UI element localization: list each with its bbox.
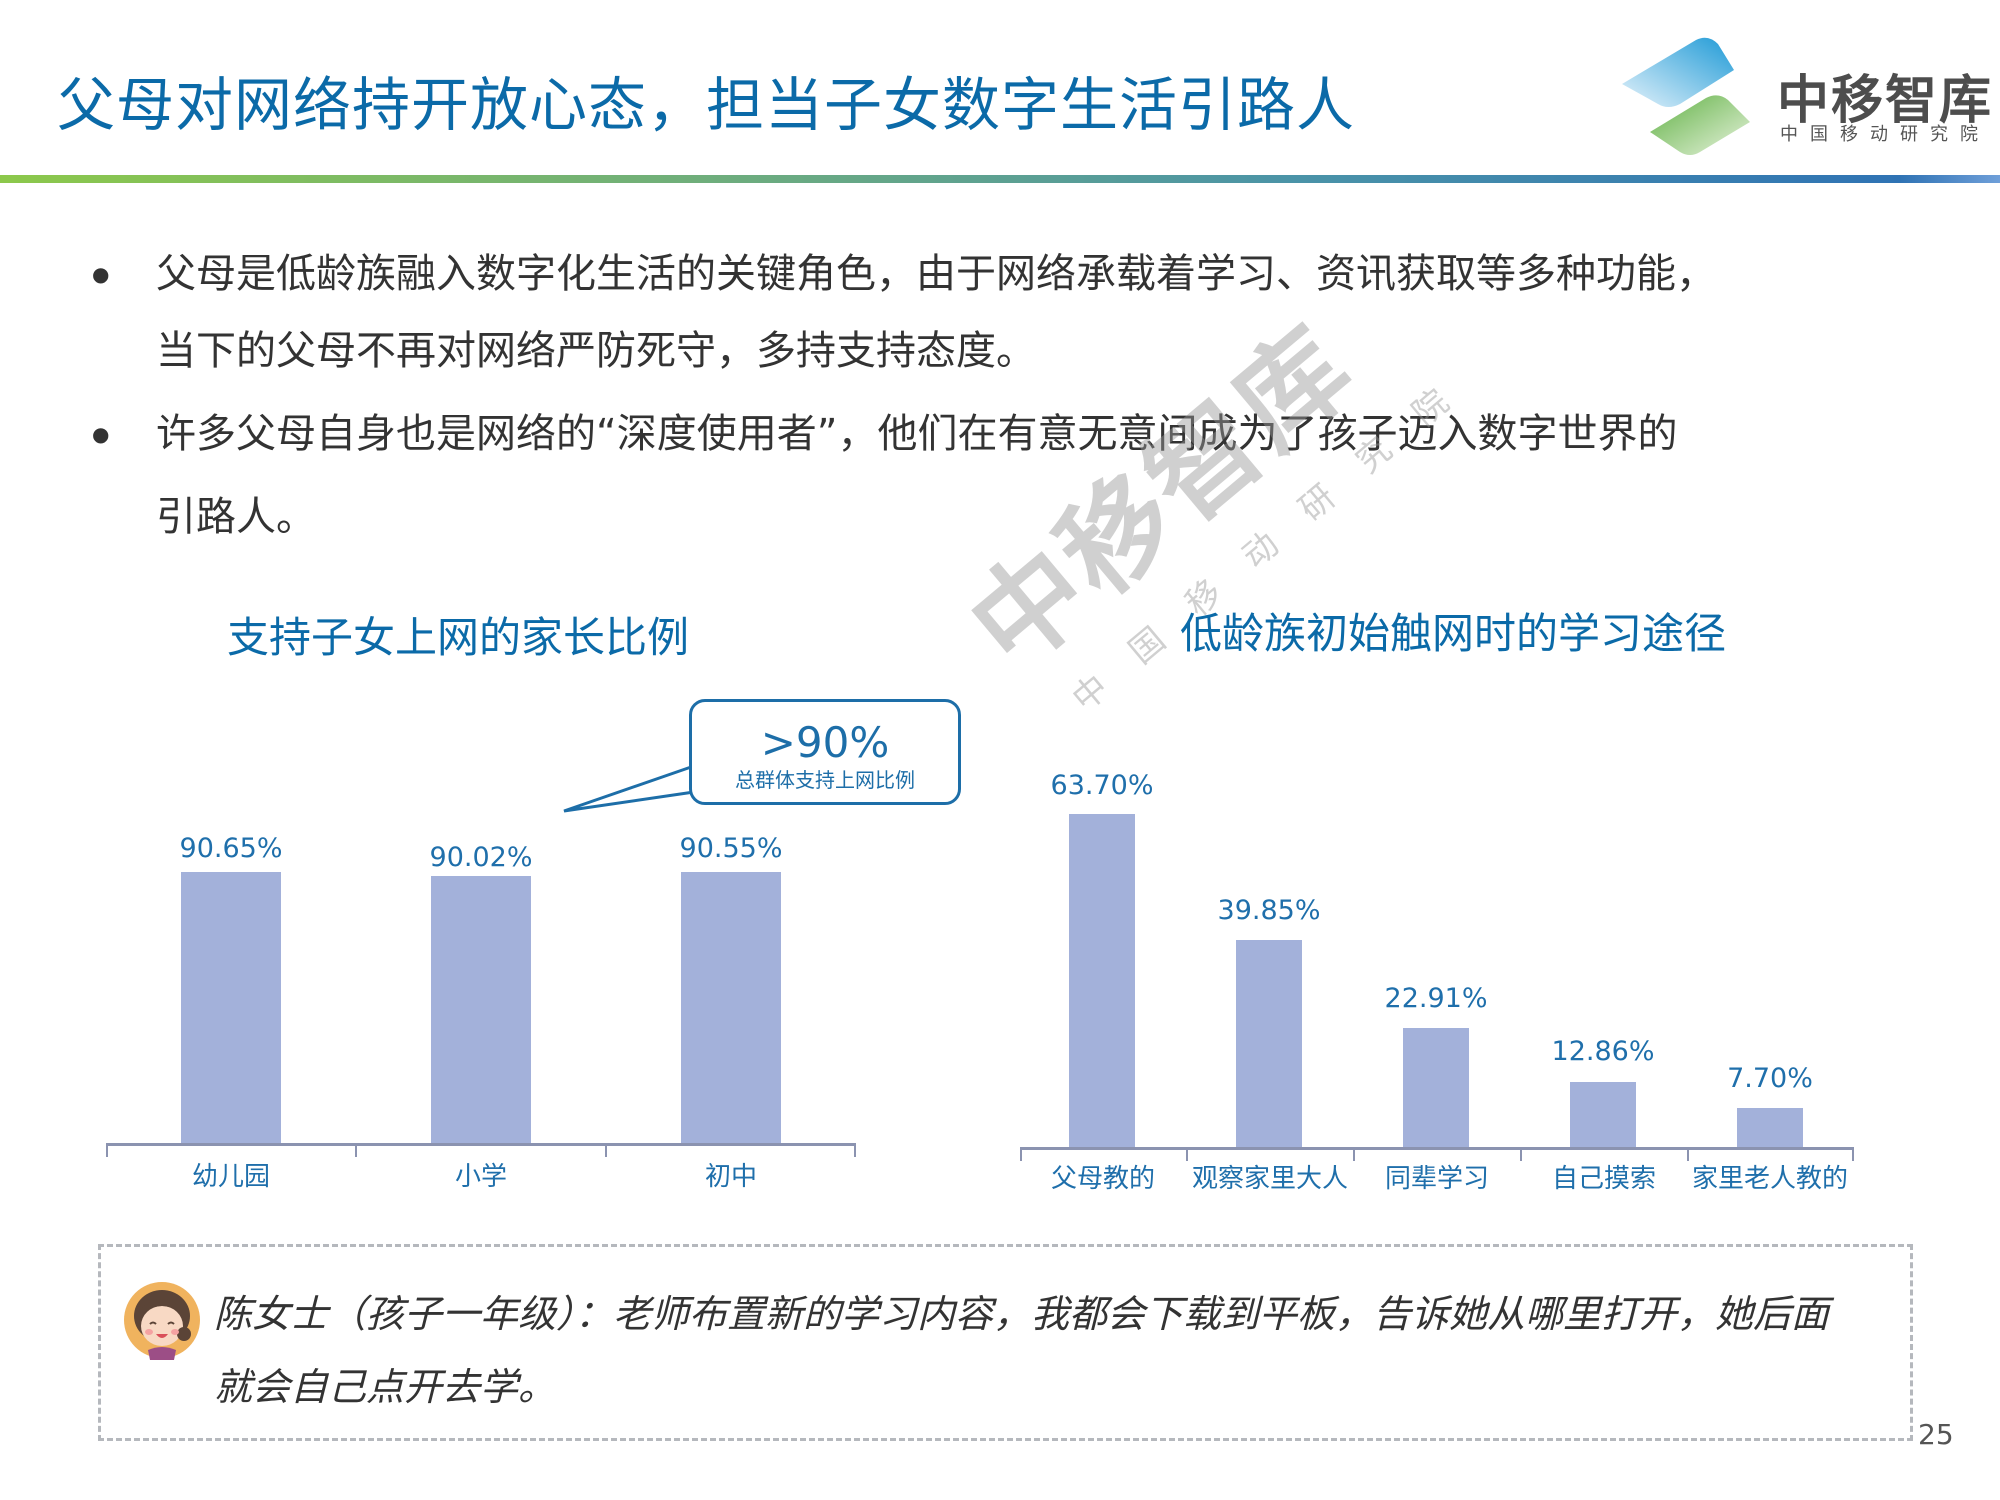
- axis-tick: [854, 1143, 856, 1157]
- chart-2-category-label: 观察家里大人: [1191, 1164, 1349, 1194]
- axis-tick: [1520, 1147, 1522, 1161]
- quote-line-2: 就会自己点开去学。: [214, 1365, 557, 1409]
- chart-1-bar-middle: [681, 872, 781, 1143]
- callout-value: >90%: [760, 718, 890, 767]
- bullet-2-line-2: 引路人。: [156, 494, 316, 540]
- chart-2-bar-self-explore: [1570, 1082, 1636, 1147]
- chart-1-category-label: 初中: [704, 1162, 758, 1192]
- chart-1-value-label: 90.65%: [179, 833, 283, 864]
- axis-tick: [355, 1143, 357, 1157]
- chart-2-x-axis: [1020, 1147, 1854, 1150]
- axis-tick: [1186, 1147, 1188, 1161]
- logo-name: 中移智库: [1777, 71, 1994, 131]
- chart-2-bar-observe-adults: [1236, 940, 1302, 1147]
- chart-2-value-label: 7.70%: [1727, 1063, 1813, 1094]
- chart-2-category-label: 自己摸索: [1551, 1164, 1657, 1194]
- chart-1-x-axis: [106, 1143, 856, 1146]
- chart-2-bar-parents: [1069, 814, 1135, 1147]
- chart-2-value-label: 63.70%: [1050, 770, 1154, 801]
- chart-2-category-label: 同辈学习: [1384, 1164, 1490, 1194]
- avatar-icon: [124, 1282, 200, 1360]
- quote-line-1: 陈女士（孩子一年级）：老师布置新的学习内容，我都会下载到平板，告诉她从哪里打开，…: [214, 1292, 1830, 1336]
- axis-tick: [1687, 1147, 1689, 1161]
- logo-subtitle: 中国移动研究院: [1780, 124, 1990, 145]
- bullet-dot-icon: ●: [92, 422, 110, 446]
- callout-caption: 总群体支持上网比例: [735, 768, 915, 792]
- page-title: 父母对网络持开放心态，担当子女数字生活引路人: [57, 71, 1356, 139]
- callout-box: >90% 总群体支持上网比例: [689, 699, 961, 805]
- axis-tick: [1852, 1147, 1854, 1161]
- chart-2-category-label: 家里老人教的: [1691, 1164, 1849, 1194]
- axis-tick: [1020, 1147, 1022, 1161]
- watermark: 中移智库 中国移动研究院: [946, 301, 1488, 720]
- chart-2-value-label: 12.86%: [1551, 1036, 1655, 1067]
- chart-1-value-label: 90.02%: [429, 842, 533, 873]
- axis-tick: [106, 1143, 108, 1157]
- axis-tick: [605, 1143, 607, 1157]
- logo-mark-icon: [1622, 37, 1750, 155]
- chart-1-category-label: 幼儿园: [191, 1162, 271, 1192]
- chart-2-bar-peers: [1403, 1028, 1469, 1147]
- brand-logo: 中移智库 中国移动研究院: [1610, 18, 1991, 158]
- bullet-1-line-2: 当下的父母不再对网络严防死守，多持支持态度。: [156, 328, 1036, 374]
- page-number: 25: [1918, 1418, 1954, 1451]
- chart-1-bar-kindergarten: [181, 872, 281, 1143]
- bullet-dot-icon: ●: [92, 262, 110, 286]
- chart-2-bar-grandparents: [1737, 1108, 1803, 1147]
- chart-2-category-label: 父母教的: [1050, 1164, 1156, 1194]
- chart-1-title: 支持子女上网的家长比例: [227, 613, 690, 662]
- bullet-1-line-1: 父母是低龄族融入数字化生活的关键角色，由于网络承载着学习、资讯获取等多种功能，: [156, 251, 1716, 297]
- chart-2-value-label: 39.85%: [1217, 895, 1321, 926]
- bullet-2-line-1: 许多父母自身也是网络的“深度使用者”，他们在有意无意间成为了孩子迈入数字世界的: [156, 411, 1678, 457]
- chart-1-category-label: 小学: [454, 1162, 508, 1192]
- chart-2-title: 低龄族初始触网时的学习途径: [1180, 609, 1727, 658]
- chart-1-bar-primary: [431, 876, 531, 1143]
- axis-tick: [1353, 1147, 1355, 1161]
- chart-1-value-label: 90.55%: [679, 833, 783, 864]
- callout-tail-icon: [563, 764, 695, 813]
- chart-2-value-label: 22.91%: [1384, 983, 1488, 1014]
- header-divider: [0, 175, 2000, 183]
- quote-box: [98, 1244, 1913, 1441]
